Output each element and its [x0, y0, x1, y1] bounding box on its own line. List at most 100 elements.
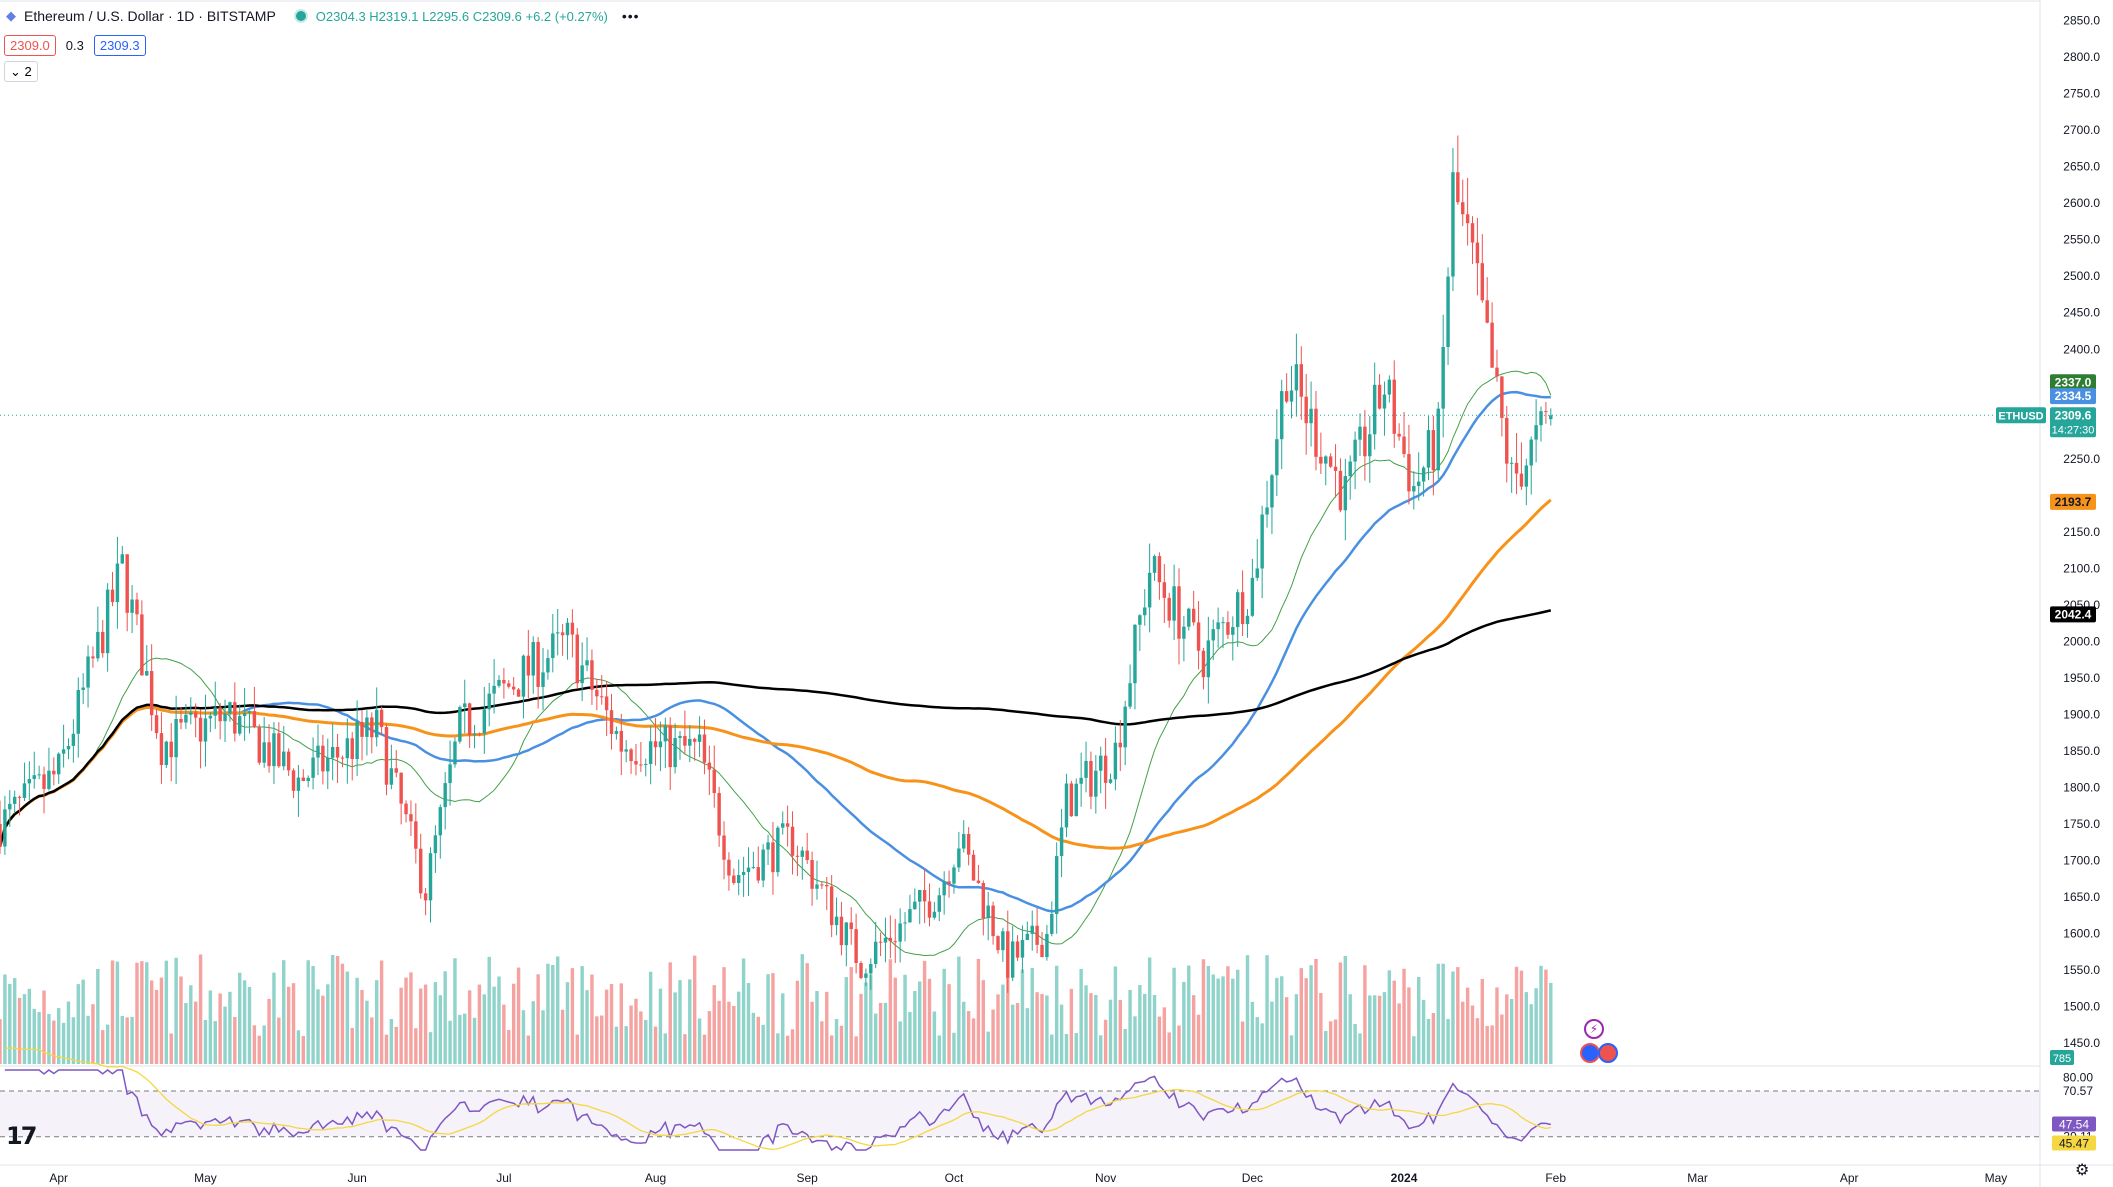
flag-us-icon[interactable] — [1580, 1043, 1600, 1063]
candle-body — [551, 633, 555, 659]
volume-bar — [991, 1009, 995, 1064]
candle — [1416, 452, 1421, 501]
volume-bar — [741, 958, 746, 1064]
candle — [883, 917, 888, 963]
volume-bar — [1456, 967, 1460, 1064]
candle-body — [492, 685, 496, 694]
candle — [663, 717, 668, 769]
volume-bar — [1162, 1007, 1167, 1064]
candle — [1226, 611, 1230, 639]
candle-body — [913, 901, 917, 910]
volume-bar — [497, 976, 501, 1064]
volume-bar — [1353, 1023, 1357, 1064]
candle-body — [1152, 556, 1157, 573]
volume-bar — [1314, 958, 1318, 1064]
candle — [1113, 726, 1118, 791]
volume-bar — [839, 1025, 844, 1064]
volume-bar — [223, 1006, 227, 1064]
lightning-icon[interactable]: ⚡ — [1584, 1019, 1604, 1039]
volume-bar — [536, 974, 540, 1064]
volume-bar — [428, 1032, 433, 1064]
settings-gear-icon[interactable]: ⚙ — [2075, 1162, 2090, 1179]
candle-body — [463, 703, 467, 708]
volume-bar — [712, 985, 716, 1064]
candle — [516, 687, 521, 697]
volume-bar — [942, 968, 946, 1064]
candle — [746, 847, 751, 896]
candle-body — [658, 741, 663, 748]
buy-button[interactable]: 2309.3 — [93, 35, 146, 56]
volume-bar — [971, 1018, 976, 1064]
more-options-icon[interactable]: ••• — [621, 8, 640, 24]
candle-body — [570, 622, 575, 635]
collapse-indicators-button[interactable]: ⌄ 2 — [4, 61, 38, 82]
market-status-icon[interactable] — [293, 9, 308, 23]
candle — [125, 554, 129, 632]
candle — [1191, 590, 1196, 626]
volume-bar — [776, 1033, 780, 1064]
volume-bar — [981, 980, 986, 1064]
volume-bar — [1421, 999, 1426, 1064]
candle-body — [487, 693, 491, 710]
symbol-title[interactable]: Ethereum / U.S. Dollar · 1D · BITSTAMP — [24, 8, 276, 24]
candle-body — [1045, 933, 1049, 958]
candle — [262, 716, 266, 768]
candle — [1094, 755, 1098, 814]
volume-bar — [174, 957, 178, 1064]
candle — [952, 864, 956, 894]
candle — [213, 681, 217, 729]
volume-bar — [360, 990, 364, 1064]
rsi-band — [0, 1090, 2040, 1137]
candle-body — [1529, 439, 1533, 466]
candle-body — [746, 867, 751, 872]
candle — [1328, 453, 1333, 469]
volume-bar — [1534, 988, 1538, 1064]
candle-body — [600, 696, 604, 698]
volume-bar — [291, 983, 296, 1064]
volume-bar — [683, 1034, 687, 1064]
tradingview-logo[interactable]: 17 — [6, 1122, 37, 1150]
candle-body — [653, 741, 658, 748]
sell-button[interactable]: 2309.0 — [4, 35, 56, 56]
volume-bar — [1304, 978, 1308, 1064]
candle — [8, 790, 12, 827]
volume-bar — [1539, 965, 1543, 1064]
volume-bar — [1514, 966, 1519, 1064]
candle-body — [648, 741, 653, 764]
candle-body — [1465, 214, 1470, 224]
volume-bar — [1040, 994, 1044, 1064]
candle — [712, 745, 716, 808]
volume-bar — [1172, 967, 1176, 1064]
candle — [888, 915, 893, 959]
price-axis-label: 2250.0 — [2063, 452, 2100, 466]
candle-body — [47, 770, 51, 789]
candle — [296, 764, 301, 817]
candle-body — [1079, 777, 1083, 784]
volume-bar — [1069, 988, 1074, 1064]
candle-body — [1103, 755, 1108, 783]
volume-bar — [76, 984, 80, 1064]
candle — [844, 922, 849, 967]
candle — [47, 747, 51, 791]
candle-body — [1480, 263, 1485, 301]
candle — [169, 723, 173, 782]
candle — [335, 733, 340, 784]
candle — [678, 730, 682, 760]
symbol-tag-bg — [1996, 407, 2046, 424]
candle — [1138, 614, 1142, 652]
volume-bar — [560, 1009, 565, 1064]
flag-events-icon[interactable] — [1598, 1043, 1618, 1063]
candle — [869, 958, 873, 990]
candle-body — [184, 714, 188, 723]
candle — [497, 675, 501, 688]
candle-body — [1416, 481, 1421, 487]
candle — [1133, 624, 1137, 710]
candle — [1250, 558, 1255, 617]
candle-body — [223, 713, 227, 722]
candle-body — [140, 614, 144, 676]
candle — [634, 744, 638, 776]
volume-bar — [56, 1008, 61, 1064]
candle — [91, 646, 95, 668]
candle-body — [105, 589, 110, 654]
